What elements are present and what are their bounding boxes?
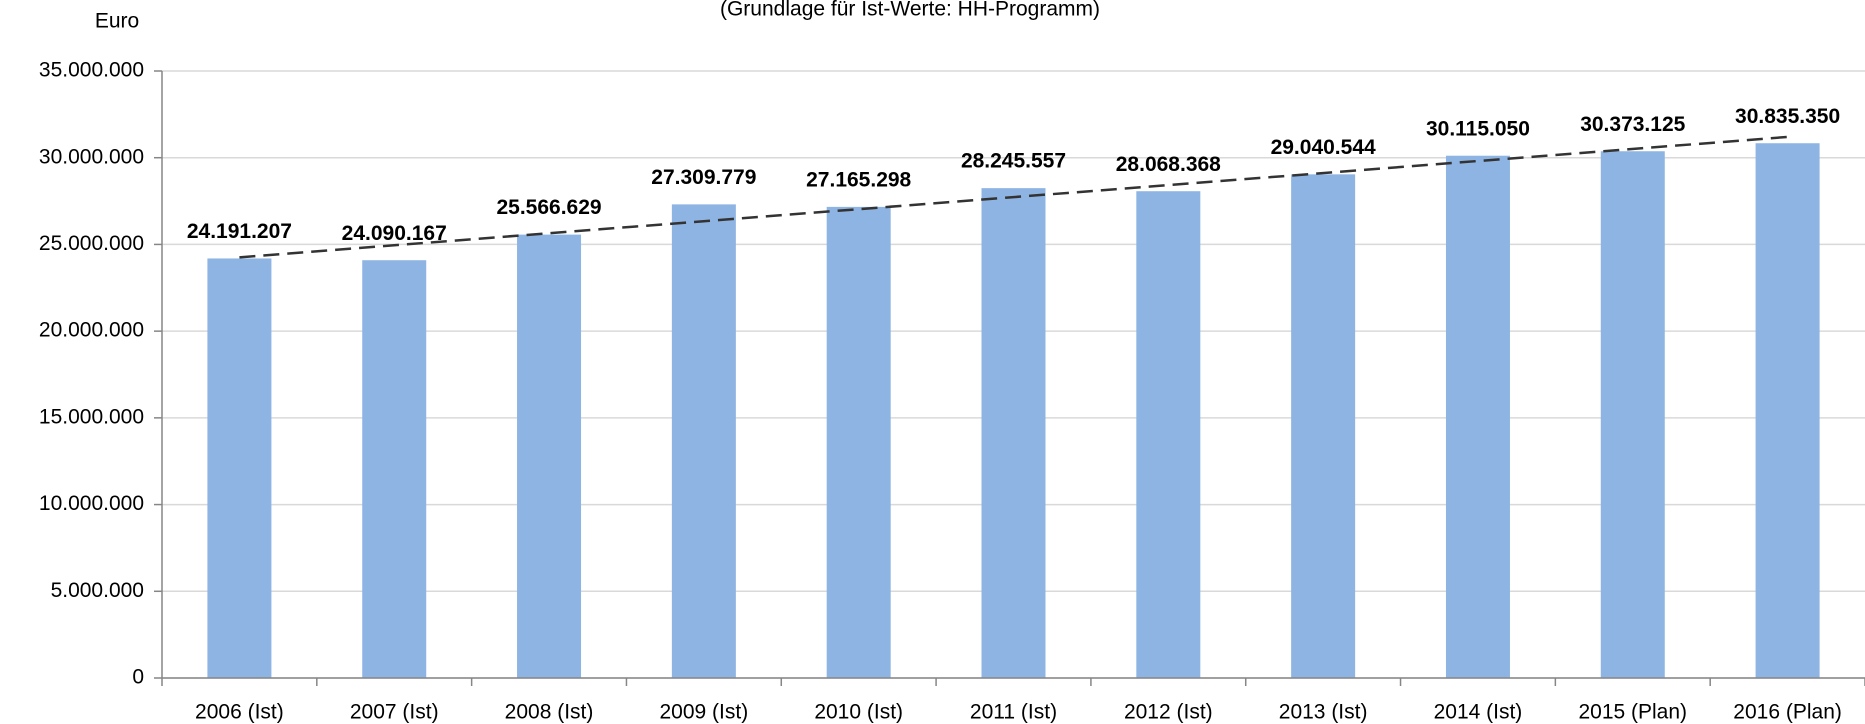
x-tick-label: 2006 (Ist) bbox=[195, 701, 284, 724]
bar bbox=[671, 204, 736, 678]
bar bbox=[1755, 143, 1820, 678]
value-label: 24.191.207 bbox=[187, 220, 292, 243]
y-tick-label: 10.000.000 bbox=[39, 492, 144, 515]
bar bbox=[981, 188, 1046, 678]
bar bbox=[1136, 191, 1201, 679]
x-tick-label: 2014 (Ist) bbox=[1434, 701, 1523, 724]
x-tick-label: 2016 (Plan) bbox=[1733, 701, 1842, 724]
bar bbox=[517, 234, 582, 678]
trend-line bbox=[239, 135, 1788, 259]
value-label: 29.040.544 bbox=[1271, 136, 1376, 159]
x-tick-label: 2011 (Ist) bbox=[970, 701, 1057, 724]
value-label: 30.835.350 bbox=[1735, 105, 1840, 128]
value-label: 30.373.125 bbox=[1580, 113, 1685, 136]
value-label: 25.566.629 bbox=[496, 196, 601, 219]
x-tick-label: 2010 (Ist) bbox=[814, 701, 903, 724]
bar bbox=[1445, 155, 1510, 678]
bar bbox=[1600, 151, 1665, 678]
y-tick-label: 20.000.000 bbox=[39, 319, 144, 342]
chart-subtitle: (Grundlage für Ist-Werte: HH-Programm) bbox=[720, 0, 1100, 21]
x-tick-label: 2013 (Ist) bbox=[1279, 701, 1368, 724]
bar bbox=[207, 258, 272, 678]
value-label: 28.245.557 bbox=[961, 150, 1066, 173]
bar bbox=[826, 206, 891, 679]
x-tick-label: 2008 (Ist) bbox=[505, 701, 594, 724]
value-label: 24.090.167 bbox=[342, 222, 447, 245]
bar bbox=[362, 260, 427, 678]
x-tick-label: 2012 (Ist) bbox=[1124, 701, 1213, 724]
y-tick-label: 30.000.000 bbox=[39, 145, 144, 168]
y-tick-label: 5.000.000 bbox=[51, 579, 144, 602]
y-tick-label: 0 bbox=[132, 666, 144, 689]
y-tick-label: 15.000.000 bbox=[39, 405, 144, 428]
value-label: 28.068.368 bbox=[1116, 153, 1221, 176]
value-label: 27.165.298 bbox=[806, 168, 911, 191]
x-tick-label: 2007 (Ist) bbox=[350, 701, 439, 724]
value-label: 30.115.050 bbox=[1426, 117, 1530, 140]
value-label: 27.309.779 bbox=[651, 166, 756, 189]
y-axis-label: Euro bbox=[95, 10, 139, 33]
x-tick-label: 2015 (Plan) bbox=[1578, 701, 1687, 724]
bar bbox=[1291, 174, 1356, 678]
y-tick-label: 25.000.000 bbox=[39, 232, 144, 255]
y-tick-label: 35.000.000 bbox=[39, 59, 144, 82]
x-tick-label: 2009 (Ist) bbox=[660, 701, 749, 724]
